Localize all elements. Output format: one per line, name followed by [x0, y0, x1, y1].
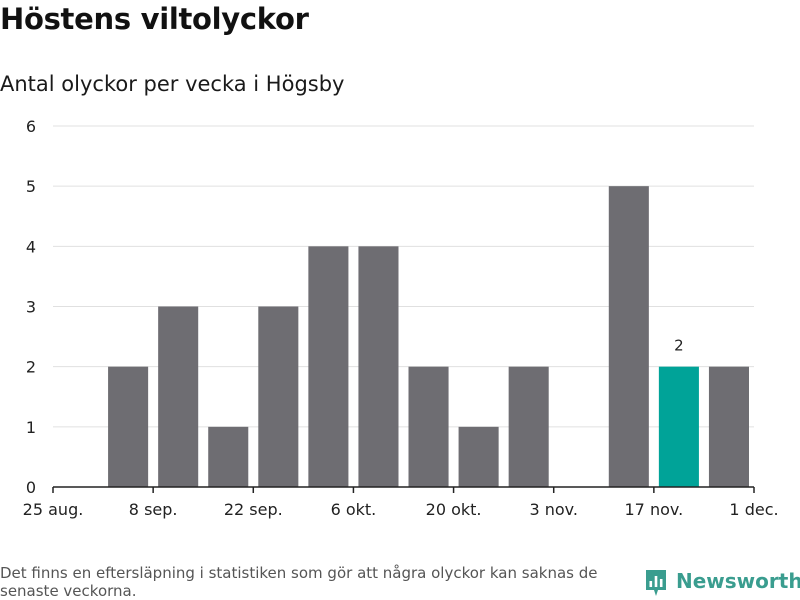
x-tick-label: 8 sep. — [129, 500, 178, 519]
y-tick-label: 0 — [26, 478, 36, 497]
bar — [158, 306, 199, 487]
brand-name: Newsworthy — [676, 569, 800, 593]
bar — [308, 246, 349, 487]
footnote: Det finns en eftersläpning i statistiken… — [0, 564, 598, 600]
chart-subtitle: Antal olyckor per vecka i Högsby — [0, 72, 345, 96]
bar — [408, 366, 449, 487]
bar — [708, 366, 749, 487]
y-tick-label: 6 — [26, 117, 36, 136]
bar-chart: 0 1 2 3 4 5 6 2 25 aug. 8 sep. 22 sep. 6 okt. 20 okt… — [23, 117, 779, 519]
bar — [358, 246, 399, 487]
brand-logo: Newsworthy — [644, 568, 800, 600]
bar — [208, 426, 249, 487]
y-tick-label: 2 — [26, 358, 36, 377]
x-tick-label: 22 sep. — [224, 500, 283, 519]
highlight-bar — [658, 366, 699, 487]
x-tick-label: 17 nov. — [625, 500, 684, 519]
x-tick-label: 6 okt. — [331, 500, 377, 519]
y-tick-label: 3 — [26, 298, 36, 317]
x-tick-label: 20 okt. — [426, 500, 482, 519]
bar — [258, 306, 299, 487]
chart-title: Höstens viltolyckor — [0, 2, 309, 36]
newsworthy-logo-icon — [646, 570, 666, 596]
y-tick-label: 4 — [26, 237, 36, 256]
y-tick-label: 5 — [26, 177, 36, 196]
y-tick-label: 1 — [26, 418, 36, 437]
x-tick-label: 1 dec. — [729, 500, 778, 519]
bar — [458, 426, 499, 487]
bar — [108, 366, 149, 487]
data-label: 2 — [674, 337, 684, 355]
x-tick-label: 3 nov. — [529, 500, 578, 519]
bar — [508, 366, 549, 487]
bar — [608, 186, 649, 487]
x-tick-label: 25 aug. — [23, 500, 84, 519]
